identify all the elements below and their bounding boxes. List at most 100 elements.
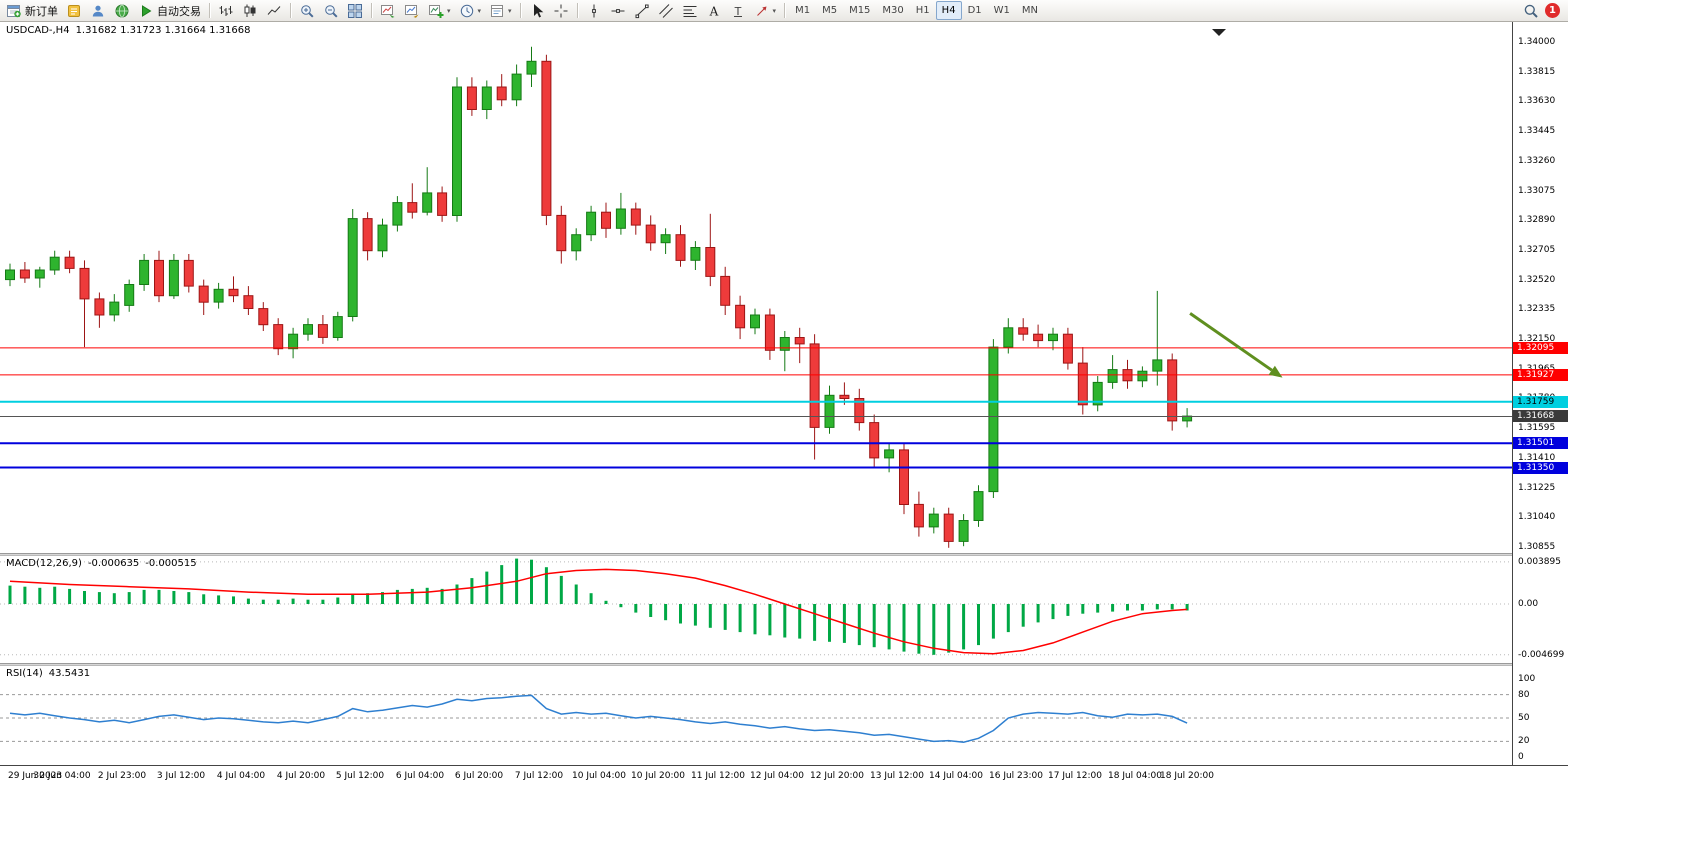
timeframe-m15-button[interactable]: M15 bbox=[849, 5, 871, 16]
macd-histogram-bar bbox=[455, 584, 459, 604]
new-chart-button[interactable] bbox=[376, 0, 400, 22]
new-order-button[interactable]: 新订单 bbox=[2, 0, 62, 22]
time-axis[interactable]: 29 Jun 2023 30 Jun 04:00 2 Jul 23:00 3 Jul … bbox=[0, 765, 1568, 789]
macd-axis-label: 0.00 bbox=[1518, 599, 1539, 609]
candle bbox=[1062, 333, 1073, 364]
hline-icon bbox=[610, 3, 626, 19]
symbol-period: USDCAD-,H4 bbox=[6, 25, 70, 36]
candle bbox=[794, 337, 805, 345]
macd-pane[interactable]: MACD(12,26,9) -0.000635 -0.000515 bbox=[0, 556, 1512, 663]
pane-divider[interactable] bbox=[0, 663, 1568, 666]
candle bbox=[854, 398, 865, 424]
timeframe-w1-button[interactable]: W1 bbox=[993, 5, 1010, 16]
metaeditor-button[interactable] bbox=[62, 0, 86, 22]
periods-button[interactable]: ▾ bbox=[455, 0, 486, 22]
price-chart-pane[interactable]: USDCAD-,H4 1.31682 1.31723 1.31664 1.3166… bbox=[0, 22, 1512, 553]
horizontal-line-button[interactable] bbox=[606, 0, 630, 22]
vertical-line-button[interactable] bbox=[582, 0, 606, 22]
candle bbox=[183, 259, 194, 287]
price-axis-label: 1.33630 bbox=[1518, 96, 1556, 107]
macd-histogram-bar bbox=[530, 559, 533, 604]
templates-button[interactable]: ▾ bbox=[485, 0, 516, 22]
timeframe-mn-button[interactable]: MN bbox=[1021, 5, 1038, 16]
price-tag-1.32095: 1.32095 bbox=[1513, 342, 1568, 354]
crosshair-button[interactable] bbox=[549, 0, 573, 22]
community-button[interactable] bbox=[86, 0, 110, 22]
macd-histogram-bar bbox=[917, 604, 921, 654]
zoom-in-button[interactable] bbox=[295, 0, 319, 22]
candle bbox=[422, 192, 433, 213]
zoom-out-button[interactable] bbox=[319, 0, 343, 22]
toolbar-separator bbox=[371, 3, 372, 18]
text-button[interactable]: A bbox=[702, 0, 726, 22]
indicators-button[interactable]: ▾ bbox=[424, 0, 455, 22]
macd-histogram-bar bbox=[559, 575, 563, 604]
candle bbox=[273, 324, 284, 350]
timeframe-h4-button[interactable]: H4 bbox=[935, 1, 962, 20]
trendline-button[interactable] bbox=[630, 0, 654, 22]
timeframe-m30-button[interactable]: M30 bbox=[882, 5, 904, 16]
price-tag-1.31759: 1.31759 bbox=[1513, 396, 1568, 408]
chart-shift-marker-icon[interactable] bbox=[1212, 29, 1226, 36]
price-axis[interactable]: 1.34000 1.33815 1.33630 1.33445 1.33260 1.330… bbox=[1512, 22, 1568, 765]
price-axis-label: 1.33075 bbox=[1518, 185, 1556, 196]
search-button[interactable] bbox=[1519, 0, 1543, 22]
candlestick-chart-button[interactable] bbox=[238, 0, 262, 22]
rsi-line bbox=[9, 694, 1188, 743]
trend-arrow-annotation[interactable] bbox=[1189, 312, 1283, 378]
macd-histogram-bar bbox=[470, 578, 474, 604]
bar-chart-button[interactable] bbox=[214, 0, 238, 22]
dropdown-caret-icon: ▾ bbox=[508, 6, 512, 15]
indicator-add-icon bbox=[428, 3, 444, 19]
chart-profiles-button[interactable] bbox=[400, 0, 424, 22]
tile-windows-button[interactable] bbox=[343, 0, 367, 22]
notification-badge[interactable]: 1 bbox=[1545, 3, 1560, 18]
timeframe-m5-button[interactable]: M5 bbox=[822, 5, 838, 16]
arrows-button[interactable]: ▾ bbox=[750, 0, 781, 22]
candle bbox=[526, 60, 537, 75]
line-chart-button[interactable] bbox=[262, 0, 286, 22]
rsi-pane[interactable]: RSI(14) 43.5431 bbox=[0, 666, 1512, 765]
candlestick-chart[interactable] bbox=[0, 22, 1512, 553]
candle bbox=[928, 513, 939, 528]
macd-histogram-bar bbox=[246, 598, 250, 604]
candle bbox=[109, 301, 120, 316]
time-axis-label: 5 Jul 12:00 bbox=[335, 771, 385, 781]
price-tag-1.31501: 1.31501 bbox=[1513, 437, 1568, 449]
candle bbox=[1152, 359, 1163, 372]
price-axis-label: 1.33260 bbox=[1518, 155, 1556, 166]
price-tag-1.31350: 1.31350 bbox=[1513, 462, 1568, 474]
candle bbox=[764, 314, 775, 351]
timeframe-h1-button[interactable]: H1 bbox=[915, 5, 930, 16]
macd-histogram-bar bbox=[217, 595, 221, 604]
macd-chart bbox=[0, 556, 1512, 663]
toolbar-separator bbox=[290, 3, 291, 18]
macd-histogram-bar bbox=[1126, 604, 1129, 611]
trendline-icon bbox=[634, 3, 650, 19]
chart-profile-icon bbox=[404, 3, 420, 19]
candle bbox=[958, 520, 969, 542]
price-axis-label: 1.34000 bbox=[1518, 37, 1556, 47]
macd-histogram-bar bbox=[1021, 604, 1025, 627]
time-axis-label: 13 Jul 12:00 bbox=[870, 771, 924, 781]
price-axis-label: 1.30855 bbox=[1518, 542, 1556, 552]
macd-histogram-bar bbox=[693, 604, 697, 626]
chart-new-icon bbox=[380, 3, 396, 19]
mql5-button[interactable] bbox=[110, 0, 134, 22]
equidistant-channel-button[interactable] bbox=[654, 0, 678, 22]
time-axis-label: 11 Jul 12:00 bbox=[691, 771, 745, 781]
timeframe-d1-button[interactable]: D1 bbox=[967, 5, 982, 16]
macd-histogram-bar bbox=[1185, 604, 1189, 611]
candle bbox=[615, 208, 626, 229]
text-label-button[interactable]: T bbox=[726, 0, 750, 22]
cursor-button[interactable] bbox=[525, 0, 549, 22]
auto-trading-button[interactable]: 自动交易 bbox=[134, 0, 205, 22]
candle bbox=[1048, 333, 1058, 342]
fibonacci-button[interactable] bbox=[678, 0, 702, 22]
pane-divider[interactable] bbox=[0, 553, 1568, 556]
toolbar-separator bbox=[209, 3, 210, 18]
macd-histogram-bar bbox=[813, 604, 817, 641]
timeframe-m1-button[interactable]: M1 bbox=[795, 5, 811, 16]
candle bbox=[779, 337, 790, 351]
macd-histogram-bar bbox=[68, 588, 72, 604]
